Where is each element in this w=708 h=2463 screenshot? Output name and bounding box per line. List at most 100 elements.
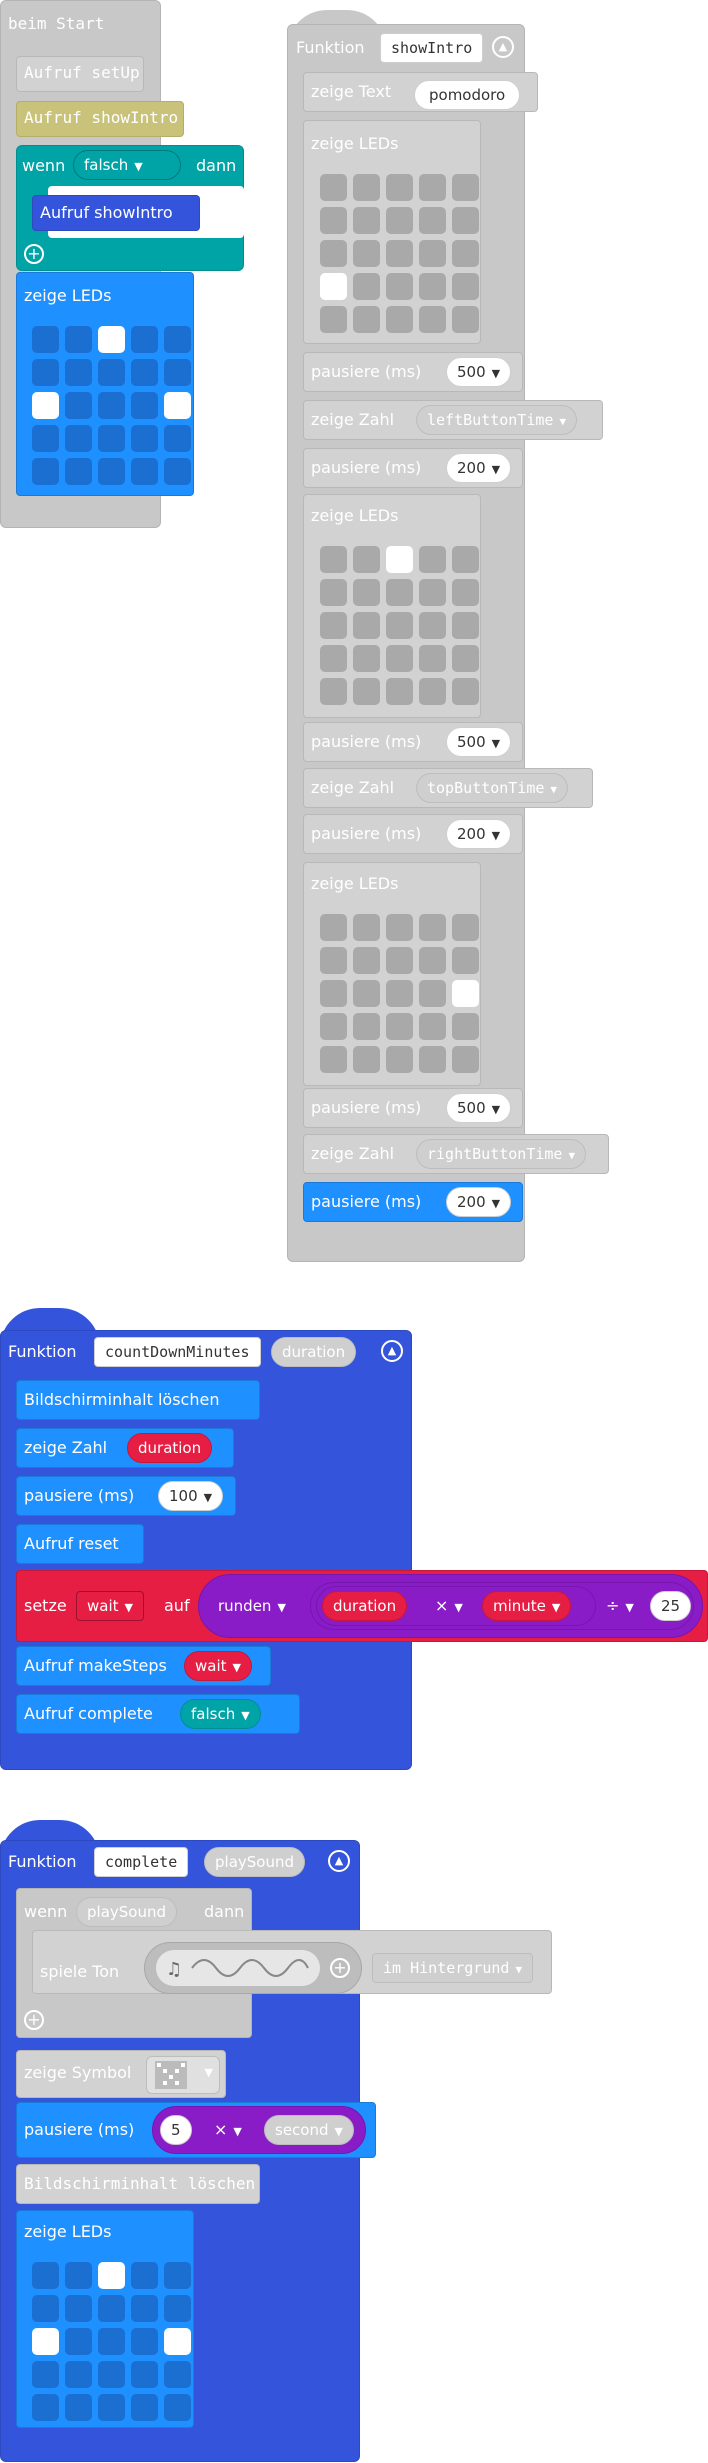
led-off[interactable] [419,947,446,974]
led-off[interactable] [131,2328,158,2355]
led-on[interactable] [32,392,59,419]
led-off[interactable] [65,392,92,419]
led-off[interactable] [386,306,413,333]
led-off[interactable] [386,207,413,234]
led-off[interactable] [320,1046,347,1073]
led-off[interactable] [32,359,59,386]
led-off[interactable] [65,2328,92,2355]
led-off[interactable] [32,425,59,452]
clear-screen-block[interactable] [16,1380,260,1420]
led-off[interactable] [65,359,92,386]
show-text-value[interactable]: pomodoro [414,80,521,110]
complete-times-operator[interactable]: × ▼ [214,2120,242,2142]
led-off[interactable] [353,612,380,639]
led-off[interactable] [320,579,347,606]
led-off[interactable] [419,678,446,705]
pause-5-value[interactable]: 500 ▼ [446,1093,512,1123]
led-off[interactable] [386,645,413,672]
led-off[interactable] [452,174,479,201]
countdown-pause-value[interactable]: 100 ▼ [158,1481,224,1511]
led-off[interactable] [164,2262,191,2289]
led-off[interactable] [353,947,380,974]
complete-param[interactable]: playSound [204,1847,305,1877]
led-off[interactable] [353,240,380,267]
complete-arg[interactable]: falsch ▼ [180,1699,261,1729]
pause-6-value[interactable]: 200 ▼ [446,1187,512,1217]
round-function-dropdown[interactable]: runden ▼ [207,1591,297,1621]
led-on[interactable] [98,326,125,353]
collapse-icon[interactable]: ▲ [381,1340,403,1362]
makesteps-arg[interactable]: wait ▼ [184,1651,252,1681]
led-off[interactable] [320,1013,347,1040]
number-2-variable[interactable]: topButtonTime ▼ [416,773,569,803]
duration-var-in-expr[interactable]: duration [322,1591,408,1621]
led-off[interactable] [164,326,191,353]
led-off[interactable] [320,306,347,333]
background-mode-dropdown[interactable]: im Hintergrund ▼ [372,1953,534,1983]
pause-multiplier-value[interactable]: 5 [160,2115,192,2145]
led-off[interactable] [386,980,413,1007]
led-off[interactable] [452,579,479,606]
pause-4-value[interactable]: 200 ▼ [446,819,512,849]
led-grid-3[interactable] [320,914,479,1073]
led-off[interactable] [98,458,125,485]
if-condition-dropdown[interactable]: falsch ▼ [73,150,181,180]
led-off[interactable] [452,947,479,974]
led-off[interactable] [386,678,413,705]
led-off[interactable] [419,579,446,606]
number-1-variable[interactable]: leftButtonTime ▼ [416,405,578,435]
led-off[interactable] [419,207,446,234]
led-off[interactable] [419,612,446,639]
led-off[interactable] [353,1013,380,1040]
collapse-icon[interactable]: ▲ [492,36,514,58]
led-off[interactable] [452,612,479,639]
times-operator[interactable]: × ▼ [435,1596,463,1618]
led-off[interactable] [320,914,347,941]
second-variable[interactable]: second ▼ [264,2115,354,2145]
collapse-icon[interactable]: ▲ [328,1850,350,1872]
led-off[interactable] [65,2394,92,2421]
led-on[interactable] [98,2262,125,2289]
led-off[interactable] [353,980,380,1007]
led-off[interactable] [131,2262,158,2289]
led-off[interactable] [353,207,380,234]
minute-variable[interactable]: minute ▼ [482,1591,572,1621]
led-off[interactable] [320,678,347,705]
led-off[interactable] [452,1046,479,1073]
led-off[interactable] [452,546,479,573]
led-off[interactable] [98,425,125,452]
led-on[interactable] [320,273,347,300]
pause-2-value[interactable]: 200 ▼ [446,453,512,483]
divide-operator[interactable]: ÷ ▼ [606,1596,634,1618]
duration-variable[interactable]: duration [127,1433,213,1463]
led-off[interactable] [419,546,446,573]
led-off[interactable] [32,2262,59,2289]
led-off[interactable] [386,1046,413,1073]
led-off[interactable] [419,174,446,201]
led-off[interactable] [386,914,413,941]
complete-clear-block[interactable] [16,2164,260,2204]
led-off[interactable] [32,2361,59,2388]
led-off[interactable] [164,458,191,485]
led-off[interactable] [32,2295,59,2322]
led-on[interactable] [452,980,479,1007]
led-off[interactable] [386,1013,413,1040]
complete-name-field[interactable]: complete [94,1847,189,1877]
led-off[interactable] [353,1046,380,1073]
led-off[interactable] [98,2328,125,2355]
pause-1-value[interactable]: 500 ▼ [446,357,512,387]
led-off[interactable] [419,645,446,672]
led-off[interactable] [386,612,413,639]
led-off[interactable] [353,645,380,672]
led-off[interactable] [164,2361,191,2388]
led-off[interactable] [452,678,479,705]
led-off[interactable] [452,914,479,941]
led-off[interactable] [131,359,158,386]
led-off[interactable] [65,458,92,485]
led-off[interactable] [98,359,125,386]
led-off[interactable] [320,546,347,573]
led-off[interactable] [98,2394,125,2421]
led-off[interactable] [353,174,380,201]
led-off[interactable] [419,914,446,941]
complete-led-grid[interactable] [32,2262,191,2421]
